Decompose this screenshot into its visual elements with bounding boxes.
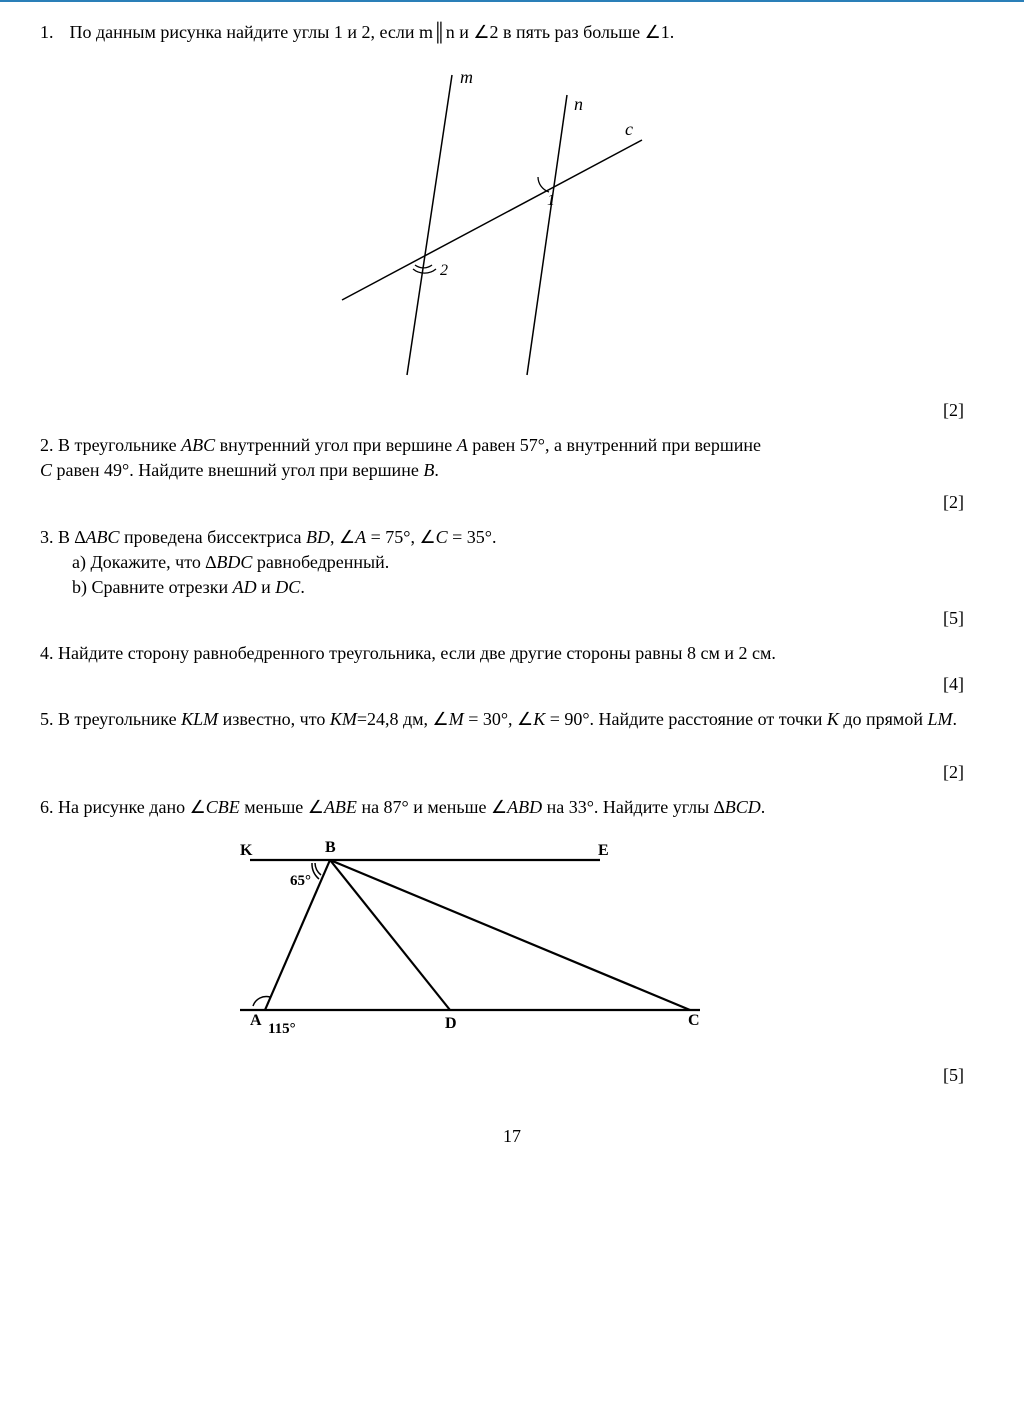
figure-2: K B E A D C 65° 115° — [220, 830, 984, 1055]
figure-1: m n c 1 2 — [40, 55, 984, 390]
score-2: [2] — [40, 492, 964, 513]
label-E: E — [598, 842, 609, 859]
problem-5: 5. В треугольнике KLM известно, что KM=2… — [40, 707, 984, 732]
label-angle1: 1 — [547, 192, 555, 209]
page-number: 17 — [40, 1126, 984, 1147]
problem-3a: a) Докажите, что ∆BDC равнобедренный. — [72, 550, 984, 575]
top-border — [0, 0, 1024, 2]
problem-1: 1. По данным рисунка найдите углы 1 и 2,… — [40, 20, 984, 45]
label-n: n — [574, 94, 583, 114]
problem-3: 3. В ∆ABC проведена биссектриса BD, ∠A =… — [40, 525, 984, 601]
problem-1-number: 1. — [40, 20, 54, 45]
problem-1-text: По данным рисунка найдите углы 1 и 2, ес… — [70, 20, 675, 45]
problem-4: 4. Найдите сторону равнобедренного треуг… — [40, 641, 984, 666]
label-D: D — [445, 1015, 457, 1032]
score-6: [5] — [40, 1065, 964, 1086]
label-65: 65° — [290, 873, 311, 889]
score-1: [2] — [40, 400, 964, 421]
label-angle2: 2 — [440, 262, 448, 279]
label-B: B — [325, 839, 336, 856]
label-C: C — [688, 1012, 700, 1029]
problem-2: 2. В треугольнике ABC внутренний угол пр… — [40, 433, 984, 483]
problem-6: 6. На рисунке дано ∠CBE меньше ∠ABE на 8… — [40, 795, 984, 820]
figure-1-svg: m n c 1 2 — [302, 55, 722, 385]
problem-3b: b) Сравните отрезки AD и DC. — [72, 575, 984, 600]
label-A: A — [250, 1012, 262, 1029]
score-5: [2] — [40, 762, 964, 783]
label-c: c — [625, 119, 633, 139]
label-K: K — [240, 842, 253, 859]
label-115: 115° — [268, 1021, 296, 1037]
figure-2-svg: K B E A D C 65° 115° — [220, 830, 720, 1050]
label-m: m — [460, 67, 473, 87]
score-3: [5] — [40, 608, 964, 629]
score-4: [4] — [40, 674, 964, 695]
